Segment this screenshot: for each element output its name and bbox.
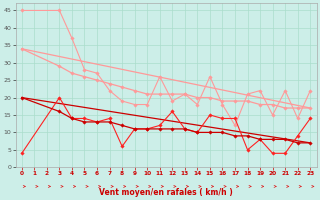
X-axis label: Vent moyen/en rafales ( km/h ): Vent moyen/en rafales ( km/h ) bbox=[99, 188, 233, 197]
